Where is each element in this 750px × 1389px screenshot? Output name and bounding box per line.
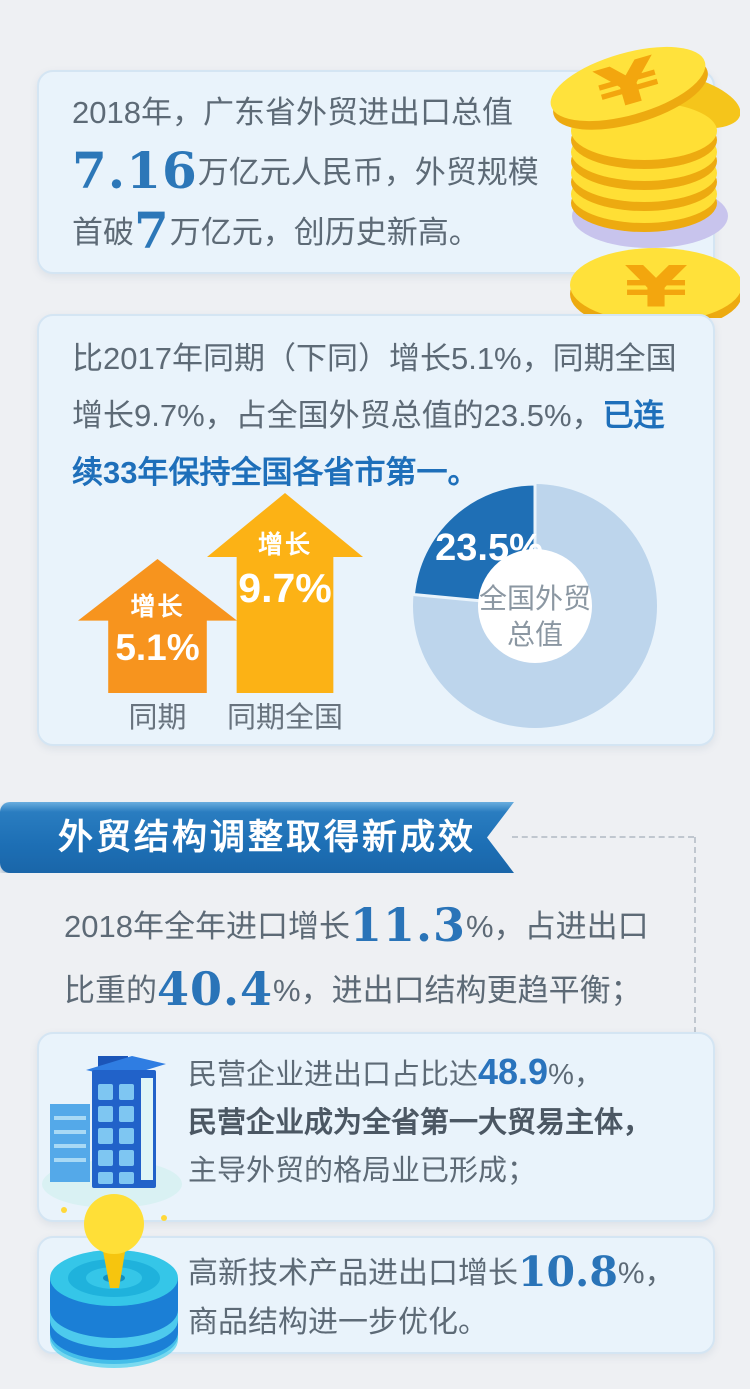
value-7-16: 7.16	[72, 141, 198, 200]
value-11-3: 11.3	[349, 898, 467, 952]
dashed-connector-horizontal	[512, 836, 694, 838]
value-10-8: 10.8	[518, 1248, 618, 1296]
total-value-line3: 首破7万亿元，创历史新高。	[72, 201, 480, 260]
hightech-text: 高新技术产品进出口增长10.8%， 商品结构进一步优化。	[188, 1248, 675, 1347]
share-donut-chart: 23.5% 全国外贸 总值	[413, 484, 657, 728]
arrow-caption-national: 同期全国	[226, 702, 343, 734]
donut-value-label: 23.5%	[435, 527, 543, 569]
svg-text:¥: ¥	[624, 254, 688, 318]
growth-line2: 增长9.7%，占全国外贸总值的23.5%，已连	[72, 398, 665, 433]
value-40-4: 40.4	[157, 962, 274, 1016]
private-line3: 主导外贸的格局业已形成；	[188, 1155, 537, 1187]
growth-text: 比2017年同期（下同）增长5.1%，同期全国 增长9.7%，占全国外贸总值的2…	[72, 330, 677, 501]
arrow-label: 增长	[130, 593, 185, 621]
value-7: 7	[134, 201, 170, 260]
donut-hole	[478, 549, 592, 663]
section-banner-title: 外贸结构调整取得新成效	[58, 818, 477, 857]
donut-center-line1: 全国外贸	[479, 583, 591, 614]
database-lightbulb-icon	[50, 1194, 178, 1368]
growth-line3: 续33年保持全国各省市第一。	[72, 455, 479, 490]
import-growth-paragraph: 2018年全年进口增长11.3%，占进出口 比重的40.4%，进出口结构更趋平衡…	[64, 894, 724, 1022]
growth-line1: 比2017年同期（下同）增长5.1%，同期全国	[72, 341, 677, 376]
total-value-line1: 2018年，广东省外贸进出口总值	[72, 95, 513, 130]
dashed-connector-vertical	[694, 837, 696, 1033]
section-banner: 外贸结构调整取得新成效	[0, 802, 514, 873]
buildings-icon	[42, 1056, 182, 1208]
import-line2: 比重的40.4%，进出口结构更趋平衡；	[64, 962, 642, 1016]
arrow-caption-guangdong: 同期	[128, 702, 187, 734]
total-value-text: 2018年，广东省外贸进出口总值 7.16万亿元人民币，外贸规模 首破7万亿元，…	[72, 84, 539, 262]
hightech-line1: 高新技术产品进出口增长10.8%，	[188, 1248, 675, 1296]
donut-center-line2: 总值	[507, 619, 563, 650]
import-line1: 2018年全年进口增长11.3%，占进出口	[64, 898, 649, 952]
value-48-9: 48.9	[478, 1051, 549, 1092]
arrow-label: 增长	[257, 531, 312, 559]
arrow-value: 9.7%	[238, 565, 332, 611]
private-line2: 民营企业成为全省第一大贸易主体，	[188, 1107, 653, 1139]
private-enterprise-text: 民营企业进出口占比达48.9%， 民营企业成为全省第一大贸易主体， 主导外贸的格…	[188, 1048, 652, 1195]
arrow-value: 5.1%	[115, 627, 200, 668]
total-value-line2: 7.16万亿元人民币，外贸规模	[72, 141, 539, 200]
gold-coins-icon: ¥ ¥	[550, 44, 740, 318]
private-line1: 民营企业进出口占比达48.9%，	[188, 1051, 603, 1092]
hightech-line2: 商品结构进一步优化。	[188, 1306, 488, 1339]
